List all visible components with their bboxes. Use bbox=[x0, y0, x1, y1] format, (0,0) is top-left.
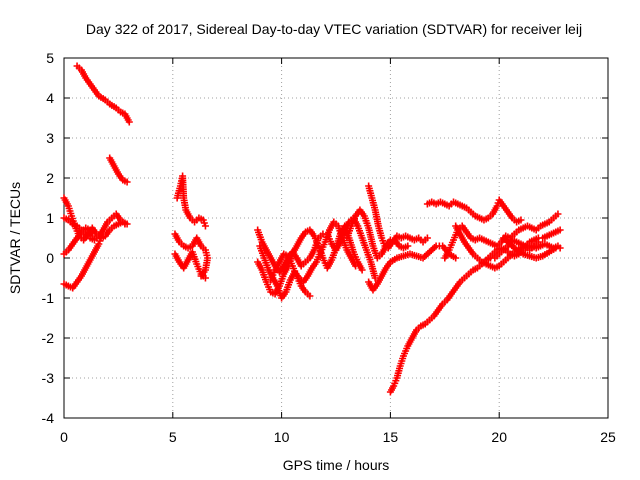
data-point bbox=[88, 232, 96, 240]
y-tick-label: 3 bbox=[46, 130, 54, 146]
series-t22 bbox=[500, 234, 560, 262]
data-point bbox=[352, 262, 360, 270]
series-t7 bbox=[173, 172, 209, 230]
x-tick-label: 25 bbox=[600, 429, 616, 445]
data-point bbox=[358, 266, 366, 274]
series-t6 bbox=[60, 234, 105, 292]
data-point bbox=[97, 234, 105, 242]
x-axis-label: GPS time / hours bbox=[283, 457, 390, 473]
data-point bbox=[556, 226, 564, 234]
y-tick-label: -4 bbox=[42, 410, 55, 426]
series-t9 bbox=[171, 248, 209, 282]
y-tick-label: -2 bbox=[42, 330, 55, 346]
data-point bbox=[452, 254, 460, 262]
y-tick-label: 2 bbox=[46, 170, 54, 186]
series-t12 bbox=[256, 218, 360, 302]
y-axis-label: SDTVAR / TECUs bbox=[7, 182, 23, 294]
series-t5 bbox=[60, 224, 96, 258]
data-point bbox=[554, 210, 562, 218]
x-tick-label: 5 bbox=[169, 429, 177, 445]
axis-ticks: 0 5 10 15 20 25 -4 -3 -2 -1 0 1 2 3 4 5 bbox=[42, 50, 616, 445]
x-tick-label: 20 bbox=[491, 429, 507, 445]
y-tick-label: -1 bbox=[42, 290, 55, 306]
data-point bbox=[123, 178, 131, 186]
y-tick-label: 0 bbox=[46, 250, 54, 266]
data-point bbox=[306, 292, 314, 300]
plot-frame bbox=[63, 57, 609, 419]
data-point bbox=[404, 242, 412, 250]
data-point bbox=[121, 220, 129, 228]
series-t17 bbox=[386, 236, 542, 396]
x-tick-label: 10 bbox=[274, 429, 290, 445]
series-t13 bbox=[267, 250, 314, 300]
data-point bbox=[517, 216, 525, 224]
data-point bbox=[423, 234, 431, 242]
series-t18 bbox=[423, 196, 525, 226]
data-markers bbox=[60, 62, 564, 396]
x-tick-label: 0 bbox=[60, 429, 68, 445]
series-t1 bbox=[73, 62, 133, 126]
series-t8 bbox=[171, 230, 212, 280]
data-point bbox=[201, 274, 209, 282]
y-tick-label: 1 bbox=[46, 210, 54, 226]
series-t15 bbox=[365, 182, 431, 252]
y-tick-label: -3 bbox=[42, 370, 55, 386]
data-point bbox=[552, 244, 560, 252]
y-tick-label: 5 bbox=[46, 50, 54, 66]
series-t2 bbox=[106, 154, 131, 186]
series-t16 bbox=[365, 242, 460, 294]
x-tick-label: 15 bbox=[383, 429, 399, 445]
data-point bbox=[201, 222, 209, 230]
chart-title: Day 322 of 2017, Sidereal Day-to-day VTE… bbox=[86, 21, 582, 37]
data-point bbox=[125, 118, 133, 126]
y-tick-label: 4 bbox=[46, 90, 54, 106]
